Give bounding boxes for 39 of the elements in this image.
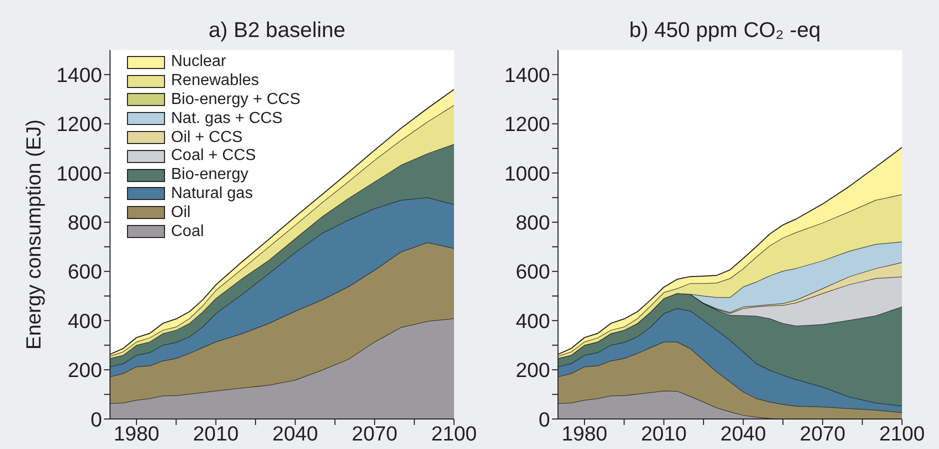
chart-title: a) B2 baseline: [208, 18, 346, 43]
y-tick-label: 0: [538, 408, 550, 432]
x-tick-label: 2010: [193, 422, 239, 446]
legend-label: Coal: [171, 222, 204, 241]
x-tick-label: 2040: [272, 422, 318, 446]
legend-label: Oil + CCS: [171, 128, 243, 147]
x-tick-label: 1980: [562, 422, 608, 446]
x-tick-label: 1980: [114, 422, 160, 446]
legend-label: Natural gas: [171, 184, 253, 203]
x-tick-label: 2010: [641, 422, 687, 446]
legend-label: Nat. gas + CCS: [171, 110, 283, 128]
legend-label: Bio-energy: [171, 166, 248, 184]
y-tick-label: 1400: [56, 64, 102, 87]
y-tick-label: 600: [68, 260, 102, 284]
y-tick-label: 1000: [56, 162, 102, 186]
chart-title: b) 450 ppm CO₂ -eq: [628, 18, 822, 43]
legend-label: Renewables: [171, 72, 260, 90]
x-tick-label: 2040: [720, 422, 766, 446]
y-tick-label: 400: [516, 310, 550, 333]
legend-label: Bio-energy + CCS: [171, 90, 300, 109]
y-axis-title: Energy consumption (EJ): [22, 119, 46, 350]
legend-label: Oil: [171, 204, 191, 222]
x-tick-label: 2100: [879, 422, 925, 446]
y-tick-label: 1200: [504, 113, 550, 136]
y-tick-label: 1400: [504, 64, 550, 87]
y-tick-label: 200: [516, 359, 550, 382]
y-tick-label: 1200: [56, 113, 102, 136]
x-tick-label: 2100: [431, 422, 477, 446]
y-tick-label: 200: [68, 359, 102, 382]
y-tick-label: 400: [68, 310, 102, 333]
legend-label: Coal + CCS: [171, 147, 256, 166]
x-tick-label: 2070: [800, 422, 846, 446]
y-tick-label: 0: [90, 408, 102, 432]
x-tick-label: 2070: [352, 422, 398, 446]
y-tick-label: 600: [516, 260, 550, 284]
y-tick-label: 1000: [504, 162, 550, 186]
y-tick-label: 800: [68, 211, 102, 234]
legend-label: Nuclear: [171, 53, 226, 72]
y-tick-label: 800: [516, 211, 550, 234]
